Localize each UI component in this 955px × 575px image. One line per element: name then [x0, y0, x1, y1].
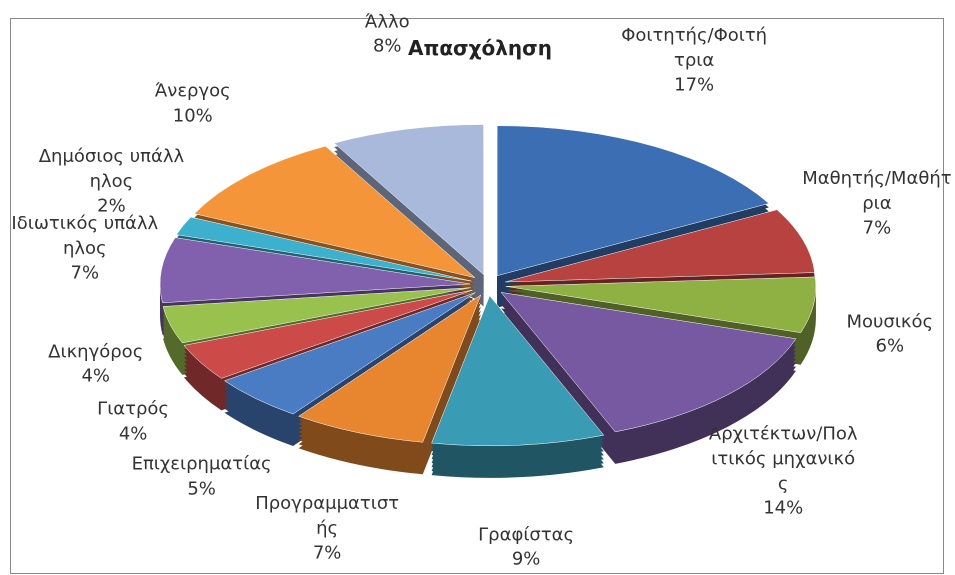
slice-label: Μουσικός	[846, 311, 934, 333]
slice-label: Δημόσιος υπάλληλος	[38, 145, 185, 192]
value-label: 6%	[875, 335, 905, 357]
value-label: 7%	[862, 217, 892, 239]
slice	[176, 216, 472, 282]
slice-label: Μαθητής/Μαθήτρια	[802, 167, 952, 214]
slice	[500, 292, 797, 433]
slice	[333, 124, 484, 276]
slice-label: Αρχιτέκτων/Πολιτικός μηχανικός	[708, 423, 858, 495]
slice	[159, 237, 471, 304]
value-label: 2%	[97, 195, 126, 217]
value-label: 9%	[511, 548, 541, 570]
value-label: 17%	[674, 74, 715, 96]
slice	[223, 292, 476, 415]
slice-label: Γιατρός	[97, 398, 169, 420]
slice-label: Γραφίστας	[478, 524, 575, 546]
slice	[505, 209, 815, 283]
value-label: 10%	[172, 105, 213, 127]
slice	[505, 276, 817, 333]
value-label: 4%	[118, 423, 148, 445]
slice-label: Ιδιωτικός υπάλληλος	[11, 212, 159, 259]
slice-label: Άλλο	[364, 11, 410, 33]
value-label: 8%	[372, 35, 402, 57]
slice-label: Προγραμματιστής	[255, 492, 400, 539]
slice	[298, 294, 482, 443]
value-label: 4%	[81, 365, 110, 387]
slice	[431, 295, 605, 447]
slice	[183, 289, 473, 379]
value-label: 7%	[70, 262, 100, 284]
value-label: 5%	[187, 478, 216, 500]
slice	[162, 287, 471, 344]
slice	[496, 125, 770, 277]
chart-title: Απασχόληση	[408, 36, 552, 60]
slice	[193, 145, 476, 278]
slice-label: Επιχειρηματίας	[131, 453, 272, 475]
slice-label: Άνεργος	[154, 80, 231, 102]
chart-frame	[10, 18, 944, 574]
value-label: 7%	[312, 542, 342, 564]
slice-label: Δικηγόρος	[48, 341, 144, 363]
slice-label: Φοιτητής/Φοιτήτρια	[621, 25, 768, 72]
value-label: 14%	[763, 497, 804, 519]
